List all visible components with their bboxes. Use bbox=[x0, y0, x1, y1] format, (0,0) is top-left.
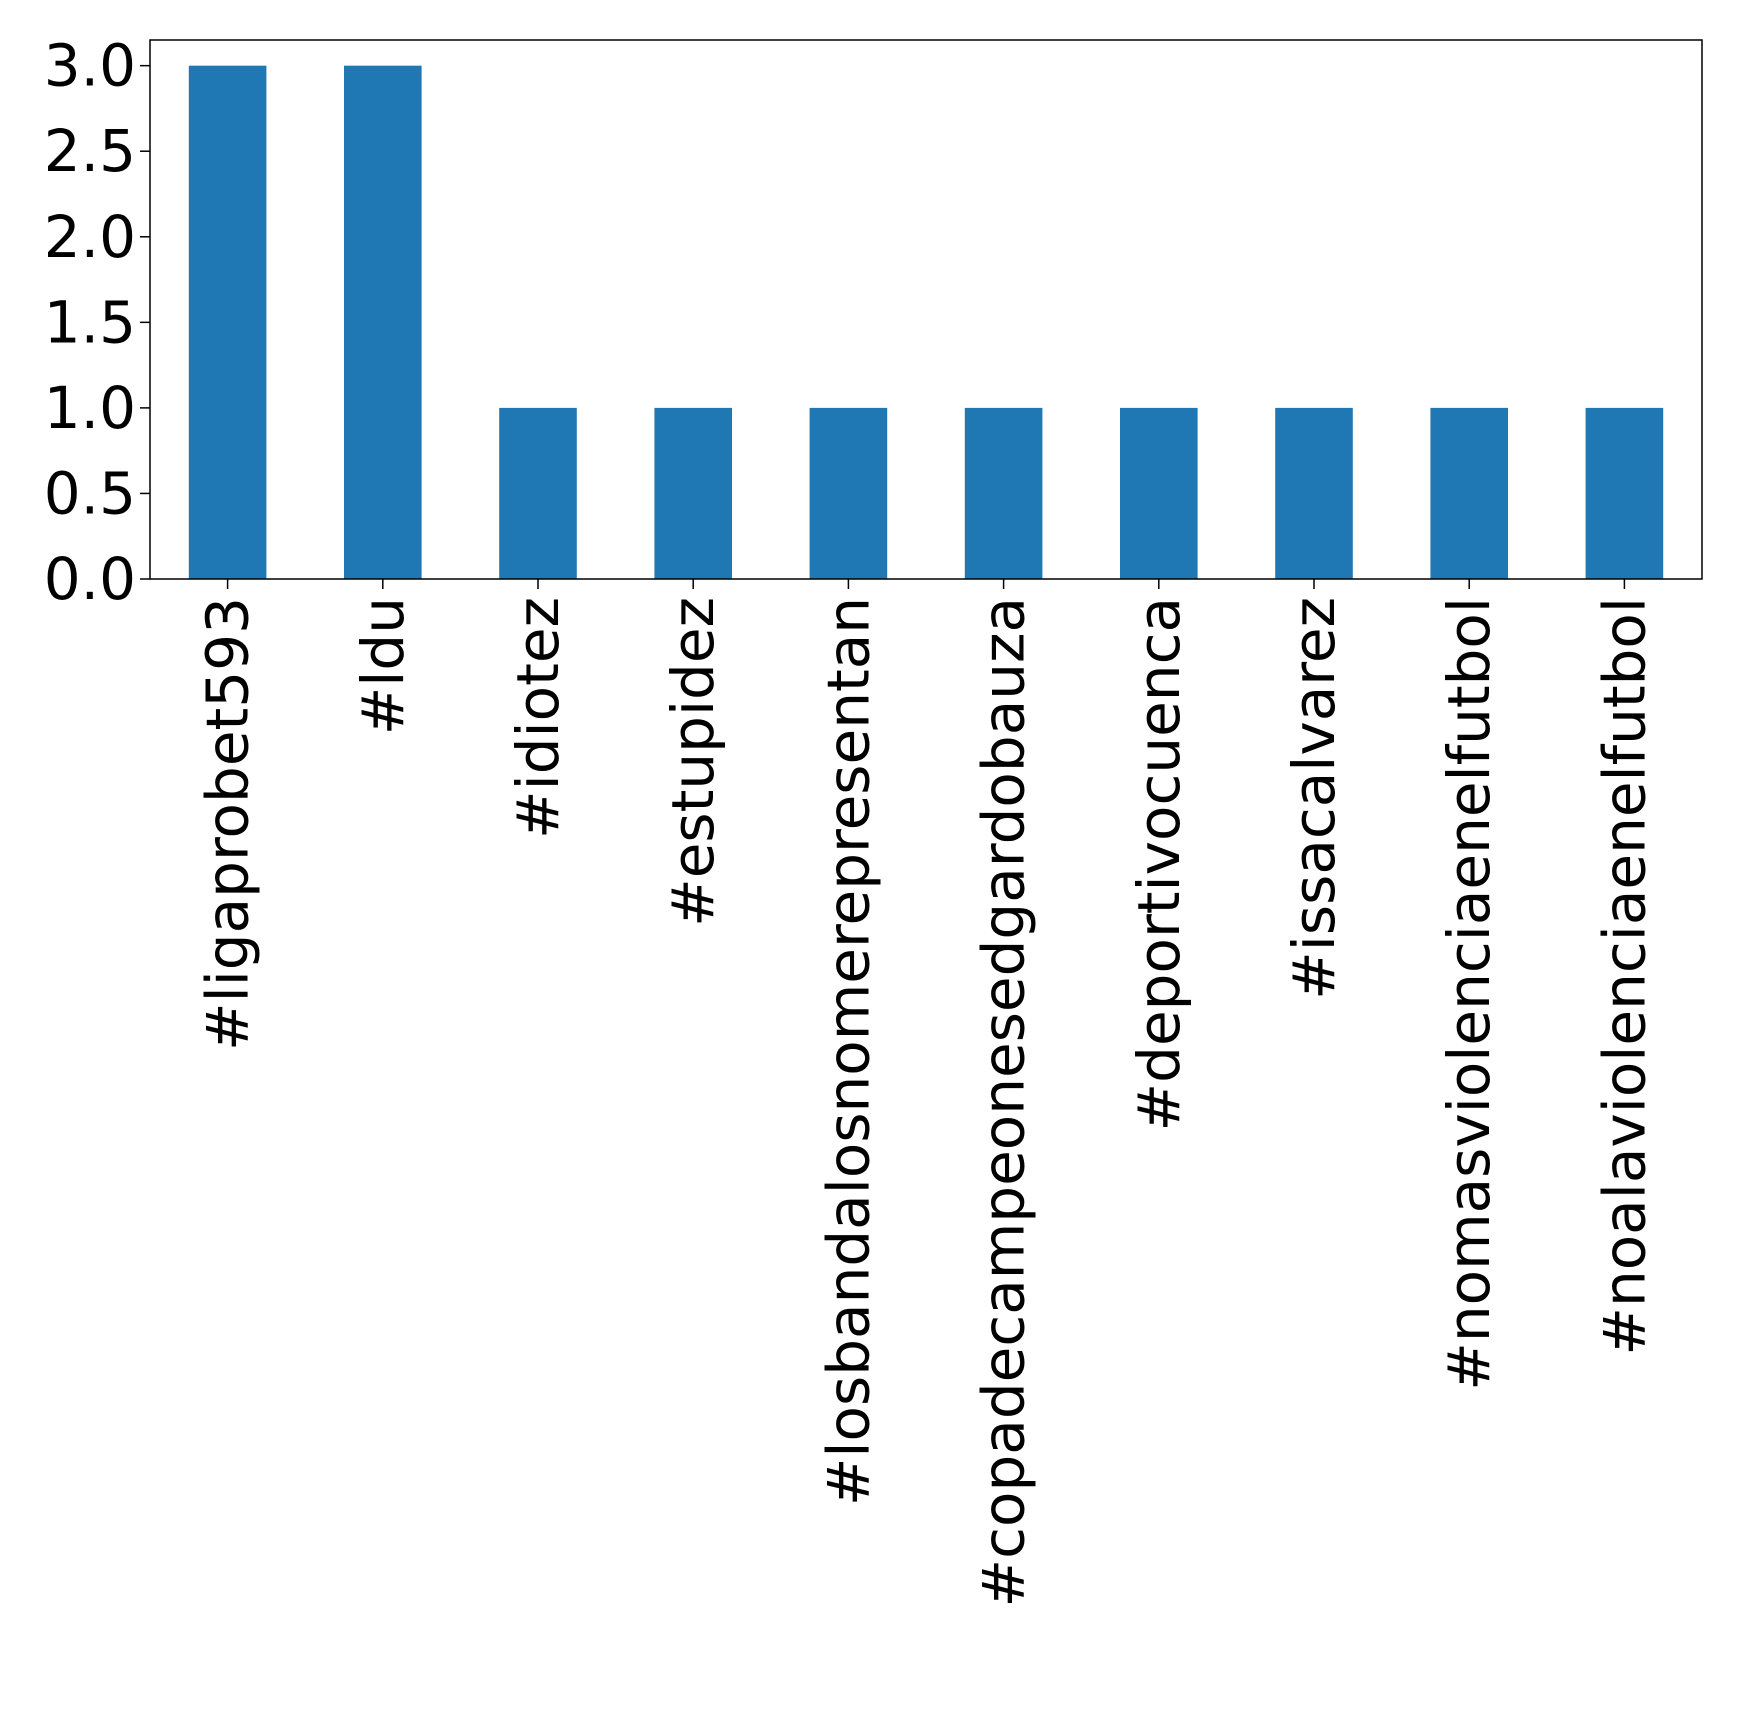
y-tick-label: 0.5 bbox=[44, 459, 136, 527]
x-tick-label: #estupidez bbox=[659, 597, 727, 927]
plot-frame bbox=[149, 39, 1703, 580]
bar bbox=[1120, 407, 1198, 579]
y-tick-label: 0.0 bbox=[44, 545, 136, 613]
x-tick-label: #issacalvarez bbox=[1280, 597, 1348, 1000]
bar bbox=[1275, 407, 1353, 579]
y-tick-label: 1.5 bbox=[44, 288, 136, 356]
y-tick-label: 2.0 bbox=[44, 203, 136, 271]
x-axis: #ligaprobet593 #ldu #idiotez #estupidez #los… bbox=[194, 579, 1658, 1608]
bar bbox=[809, 407, 888, 579]
x-tick-label: #ldu bbox=[349, 597, 417, 735]
x-tick-label: #idiotez bbox=[504, 597, 572, 839]
y-tick-label: 2.5 bbox=[44, 117, 136, 185]
x-tick-label: #losbandalosnomerepresentan bbox=[814, 597, 882, 1506]
x-tick-label: #copadecampeonesedgardobauza bbox=[970, 597, 1038, 1608]
bar bbox=[188, 65, 267, 579]
x-tick-label: #ligaprobet593 bbox=[194, 597, 262, 1051]
bar bbox=[654, 407, 732, 579]
x-tick-label: #noalaviolenciaenelfutbol bbox=[1590, 597, 1658, 1356]
bar bbox=[1430, 407, 1508, 579]
bar bbox=[1585, 407, 1664, 579]
bar bbox=[499, 407, 577, 579]
bars-group bbox=[188, 65, 1664, 579]
x-tick-label: #nomasviolenciaenelfutbol bbox=[1435, 597, 1503, 1391]
x-tick-label: #deportivocuenca bbox=[1125, 597, 1193, 1131]
y-tick-label: 3.0 bbox=[44, 32, 136, 100]
bar bbox=[344, 65, 422, 579]
bar bbox=[964, 407, 1043, 579]
y-tick-label: 1.0 bbox=[44, 374, 136, 442]
y-axis: 0.0 0.5 1.0 1.5 2.0 2.5 3.0 bbox=[44, 32, 150, 613]
